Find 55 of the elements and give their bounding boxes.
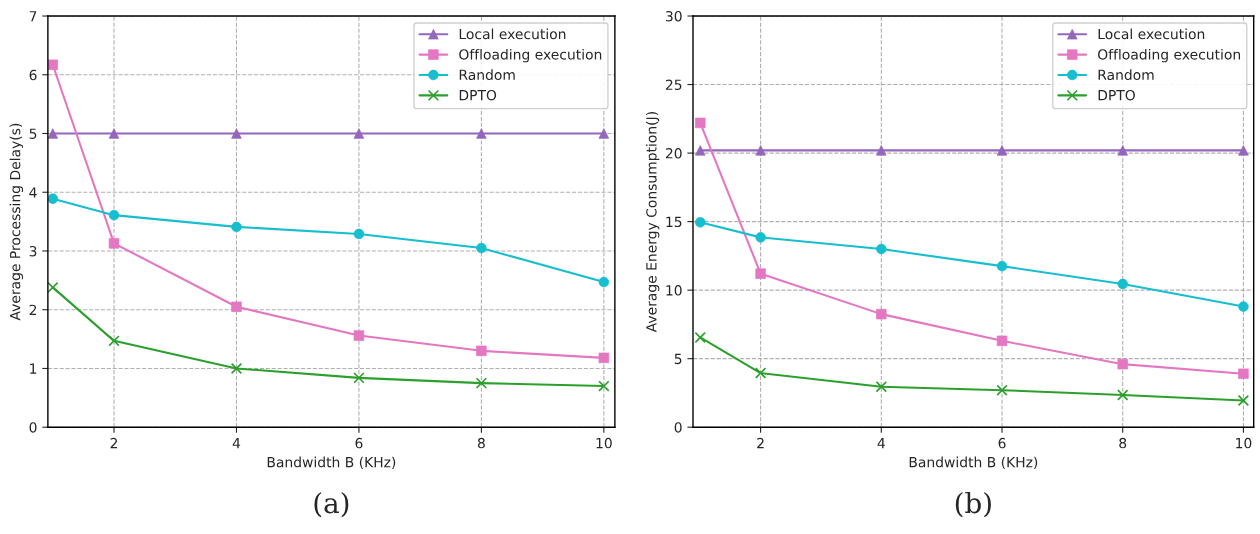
legend-label: Offloading execution <box>459 48 602 63</box>
y-tick-label: 5 <box>29 128 37 139</box>
y-tick-label: 4 <box>29 187 37 198</box>
x-tick-label: 4 <box>877 438 885 449</box>
point <box>47 281 59 294</box>
point <box>230 362 243 375</box>
point <box>1117 389 1129 401</box>
y-tick-label: 6 <box>29 69 37 81</box>
point <box>754 367 767 379</box>
legend-label: Local execution <box>459 28 566 40</box>
legend-label: Random <box>1098 69 1154 81</box>
y-tick-label: 3 <box>29 245 37 257</box>
x-tick-label: 10 <box>596 437 612 449</box>
legend-label: DPTO <box>459 89 497 101</box>
legend-label: DPTO <box>1098 89 1135 101</box>
y-tick-label: 0 <box>29 422 37 433</box>
y-tick-label: 0 <box>674 422 682 433</box>
x-tick-label: 2 <box>757 437 764 449</box>
point <box>598 380 610 392</box>
point <box>996 335 1008 347</box>
x-tick-label: 6 <box>355 437 363 449</box>
point <box>1117 358 1128 370</box>
text: (b) <box>955 491 991 518</box>
y-tick-label: 25 <box>665 79 682 91</box>
point <box>475 377 488 389</box>
x-tick-label: 8 <box>477 437 485 449</box>
y-tick-label: 20 <box>665 148 682 159</box>
point <box>875 381 888 393</box>
point <box>108 238 120 249</box>
y-tick-label: 1 <box>30 363 37 374</box>
y-axis-title: Average Processing Delay(s) <box>9 123 24 321</box>
point <box>353 372 365 384</box>
y-tick-label: 5 <box>674 353 682 365</box>
y-tick-label: 7 <box>29 11 37 22</box>
y-tick-label: 15 <box>666 216 682 228</box>
y-axis-title: Average Energy Consumption(J) <box>645 112 660 333</box>
x-axis-title: Bandwidth B (KHz) <box>267 456 396 469</box>
y-tick-label: 10 <box>666 285 682 296</box>
x-tick-label: 2 <box>110 437 118 449</box>
text: (a) <box>314 491 349 518</box>
point <box>694 331 706 344</box>
x-tick-label: 8 <box>1119 437 1127 449</box>
x-tick-label: 4 <box>232 438 241 449</box>
y-tick-label: 30 <box>665 10 682 22</box>
x-axis-title: Bandwidth B (KHz) <box>909 456 1038 469</box>
legend-label: Offloading execution <box>1098 48 1241 63</box>
x-tick-label: 6 <box>998 437 1006 449</box>
x-tick-label: 10 <box>1236 437 1252 449</box>
point <box>876 308 887 320</box>
legend-label: Random <box>459 69 515 81</box>
point <box>996 384 1008 396</box>
point <box>1237 394 1250 407</box>
point <box>108 335 120 347</box>
y-tick-label: 2 <box>29 304 37 315</box>
legend-label: Local execution <box>1098 28 1205 40</box>
